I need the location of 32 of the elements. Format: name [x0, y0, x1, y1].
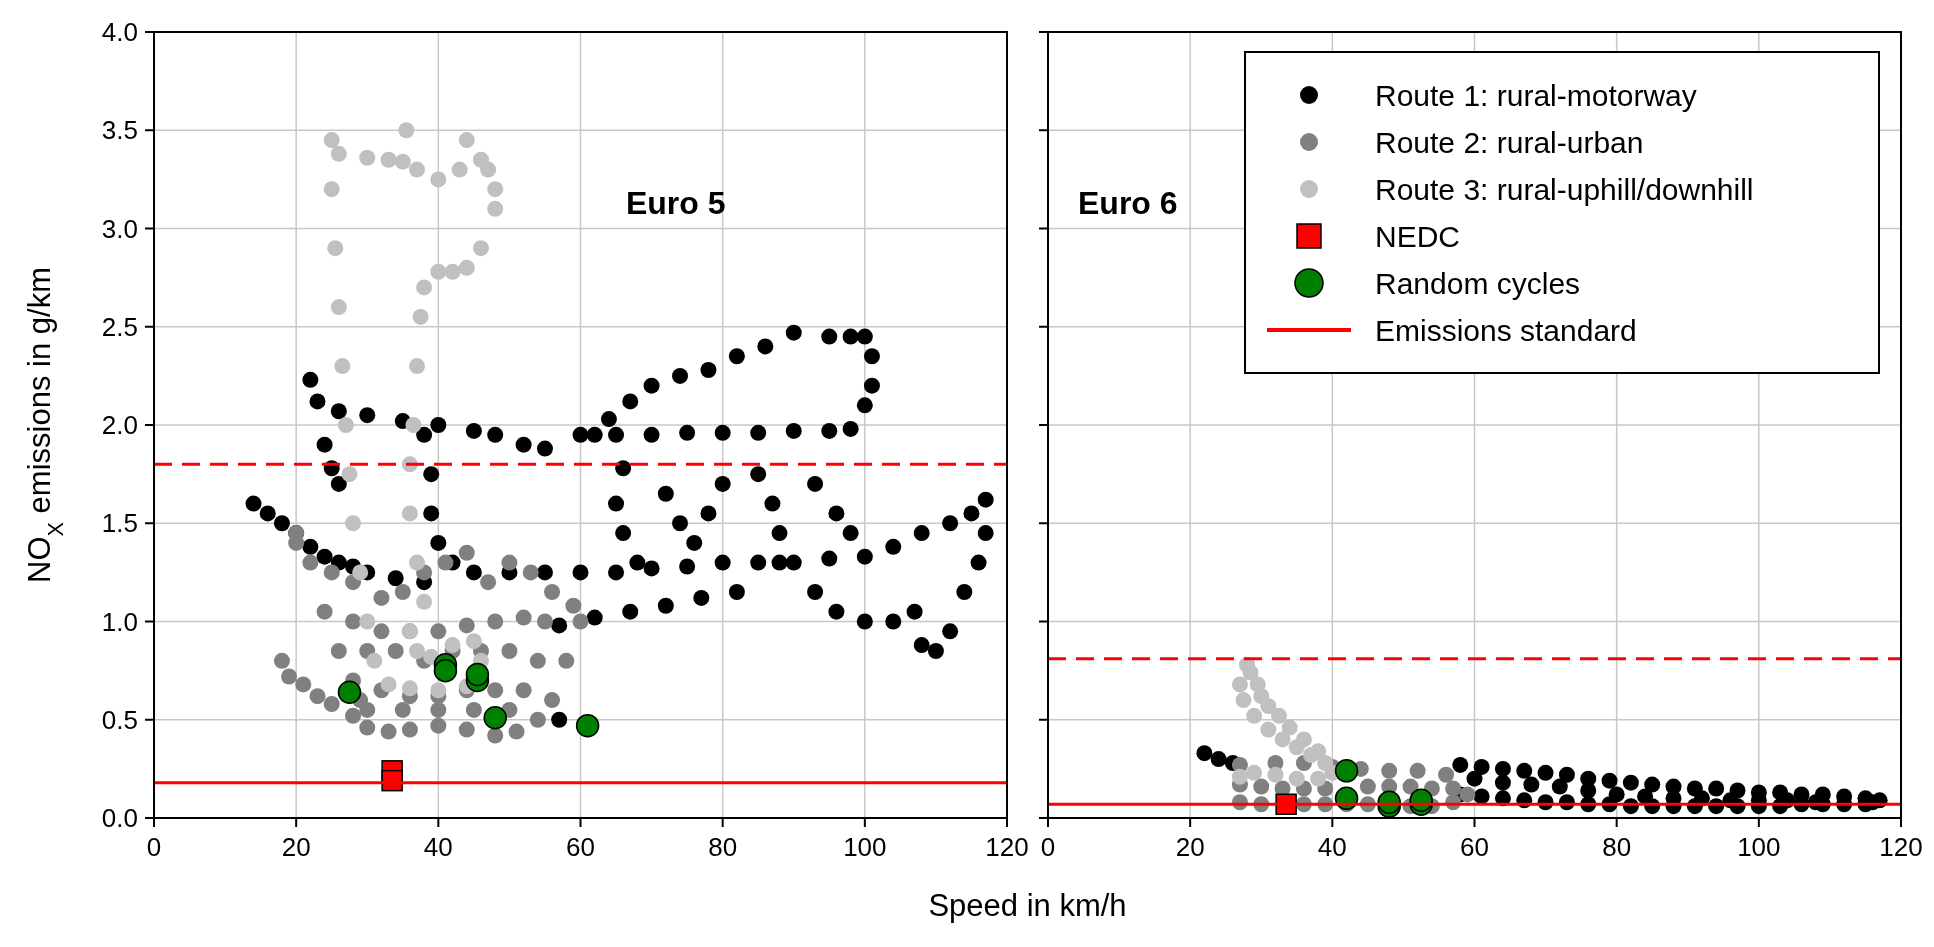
x-tick-label: 20 [1175, 832, 1205, 862]
y-tick-label: 2.5 [101, 311, 138, 342]
y-tick-label: 3.0 [101, 213, 138, 244]
y-tick-label: 0.5 [101, 704, 138, 735]
legend-label: Route 1: rural-motorway [1375, 78, 1697, 112]
x-tick-label: 60 [1460, 832, 1489, 862]
x-tick-label: 80 [1602, 832, 1632, 862]
x-tick-label: 40 [423, 832, 453, 862]
y-tick-label: 3.5 [101, 115, 138, 146]
text: Euro 5 [625, 185, 726, 221]
y-tick-label: 1.5 [101, 508, 138, 539]
y-tick-label: 0.0 [101, 803, 138, 834]
x-tick-label: 100 [1737, 832, 1781, 862]
x-tick-label: 80 [708, 832, 738, 862]
x-tick-label: 0 [146, 832, 162, 862]
x-tick-label: 0 [1040, 832, 1056, 862]
x-tick-label: 60 [566, 832, 595, 862]
legend-label: NEDC [1375, 219, 1461, 253]
legend-label: Random cycles [1375, 266, 1581, 300]
x-axis-title: Speed in km/h [928, 888, 1127, 923]
legend-label: Route 3: rural-uphill/downhill [1375, 172, 1754, 206]
legend-label: Emissions standard [1375, 313, 1637, 347]
x-tick-label: 100 [843, 832, 887, 862]
x-tick-label: 120 [1879, 832, 1923, 862]
x-tick-label: 120 [985, 832, 1029, 862]
y-tick-label: 4.0 [101, 17, 138, 48]
text: Euro 6 [1078, 185, 1178, 221]
x-tick-label: 40 [1317, 832, 1347, 862]
legend-label: Route 2: rural-urban [1375, 125, 1644, 159]
y-tick-label: 1.0 [101, 606, 138, 637]
y-tick-label: 2.0 [101, 410, 138, 441]
x-tick-label: 20 [281, 832, 311, 862]
